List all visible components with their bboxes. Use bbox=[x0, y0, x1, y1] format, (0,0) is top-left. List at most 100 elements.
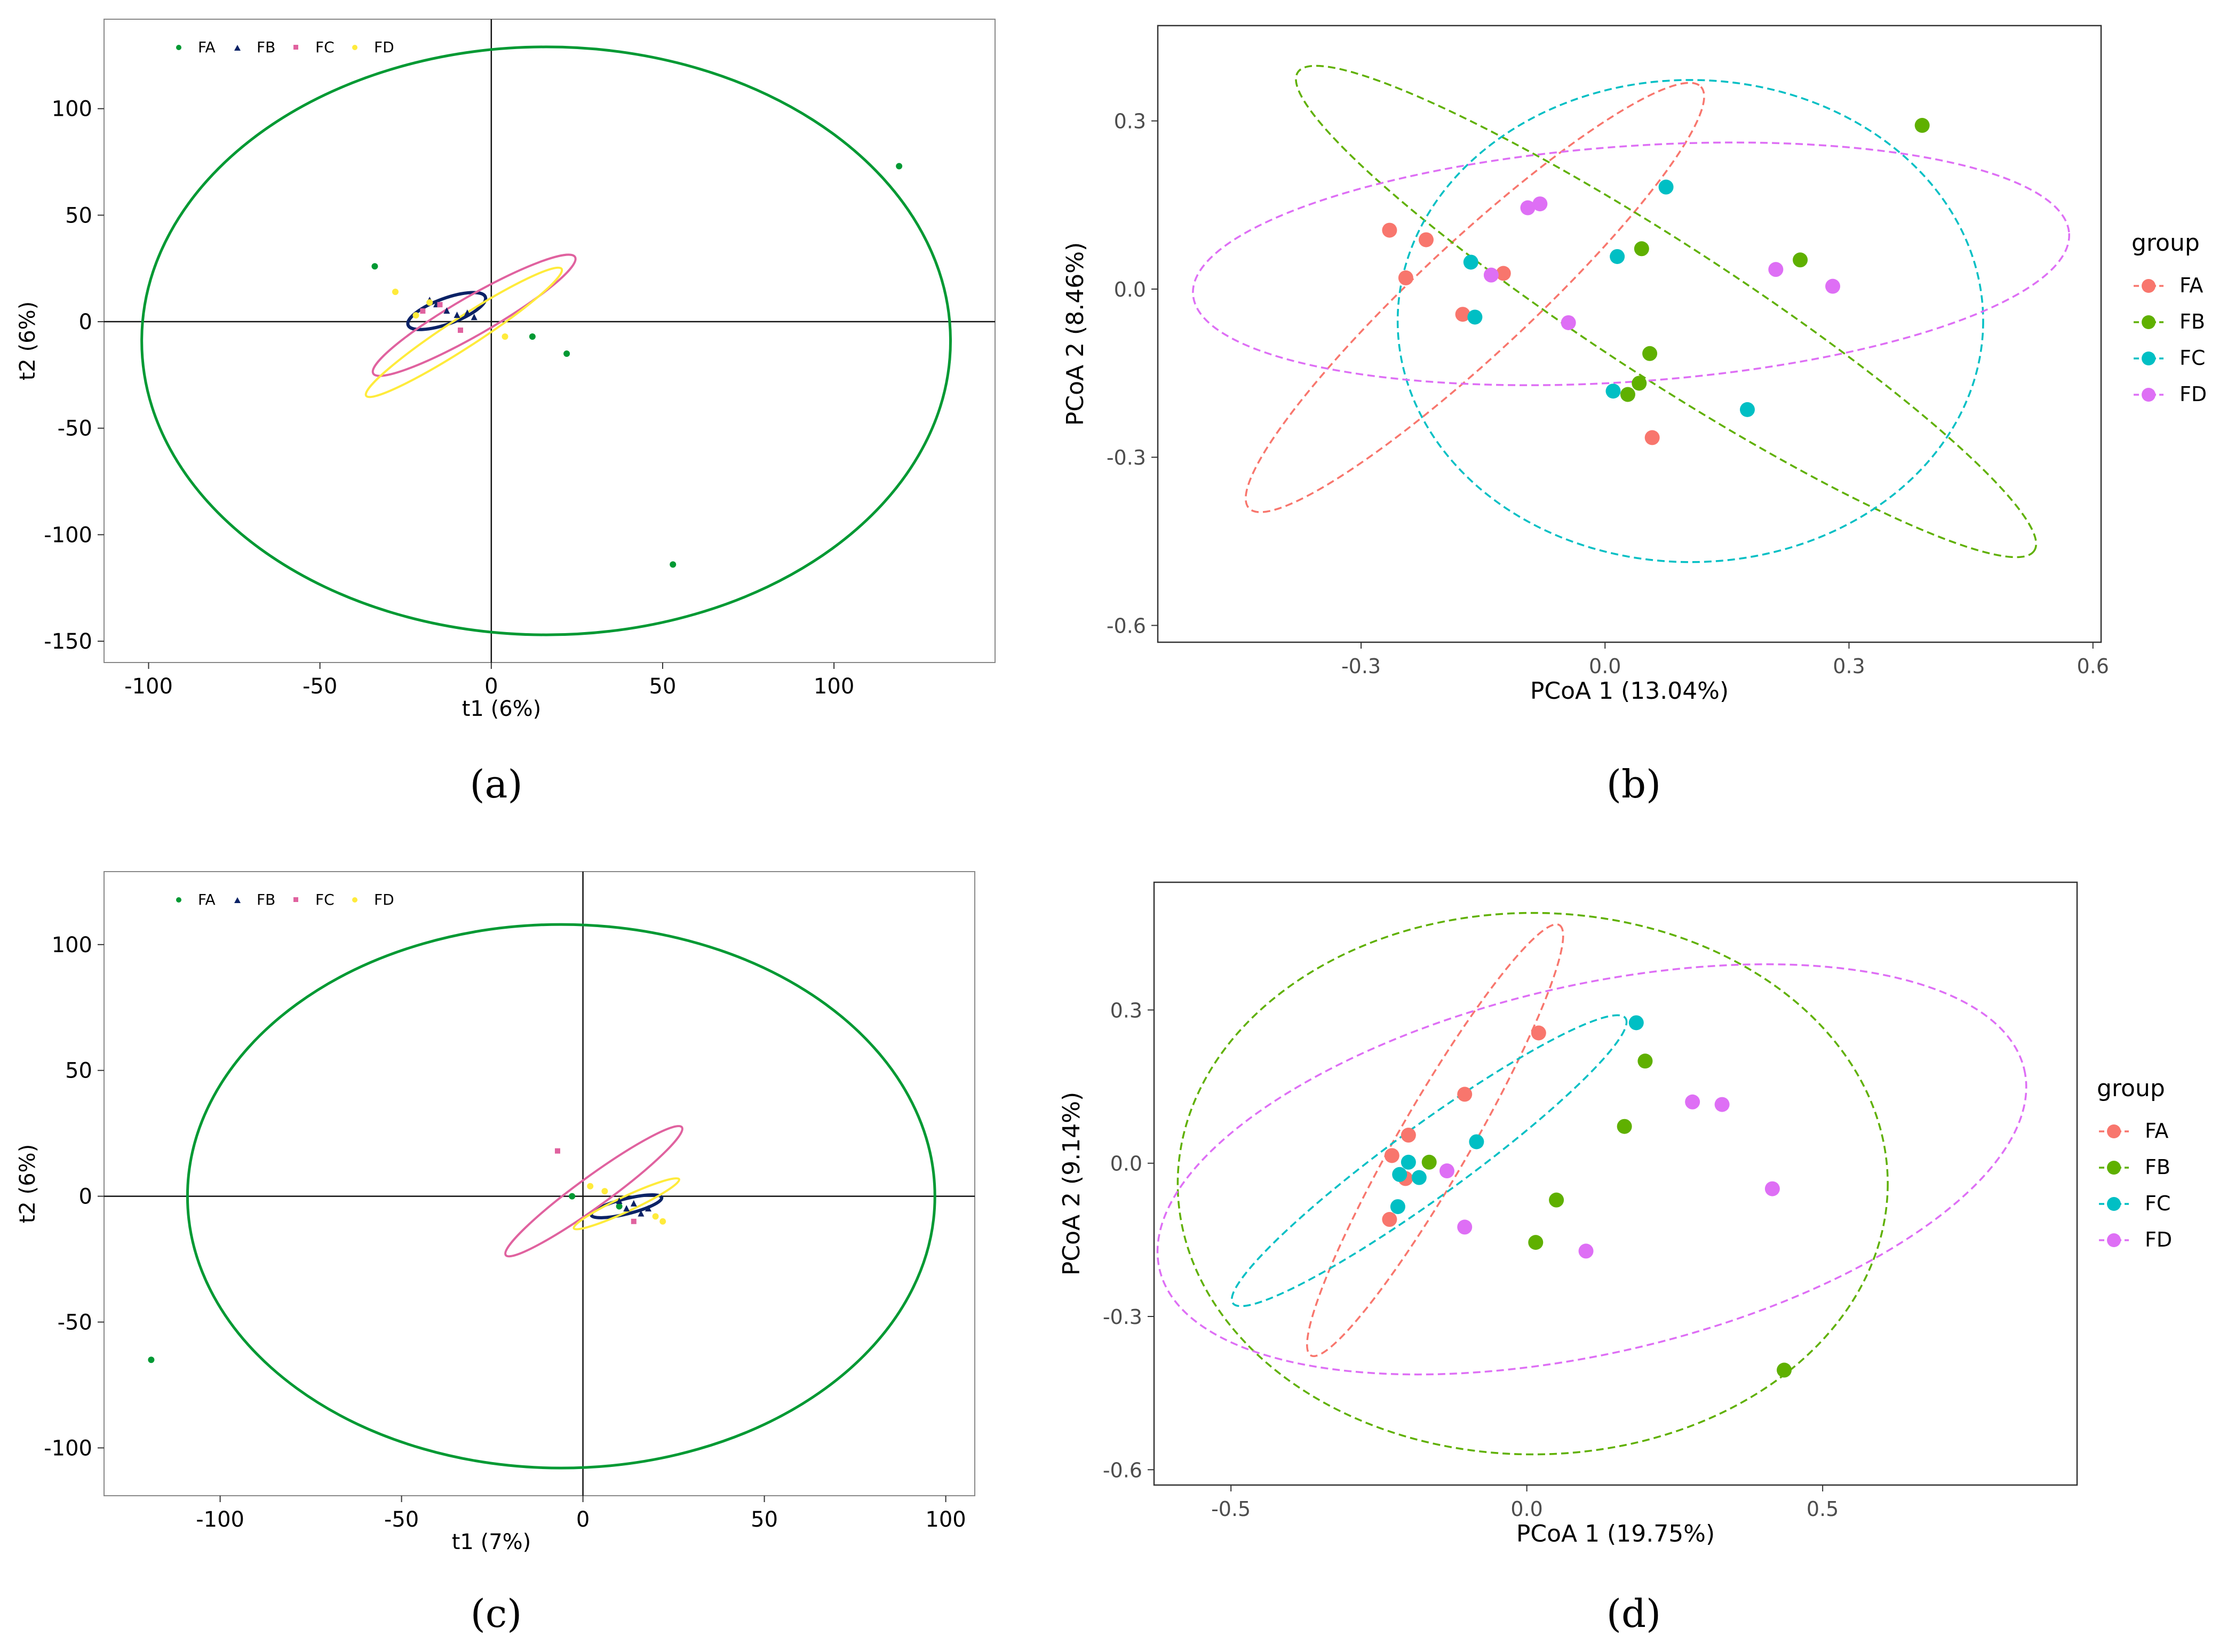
y-tick-label: -100 bbox=[44, 523, 92, 547]
data-point-fa bbox=[1644, 430, 1660, 445]
confidence-ellipse-fa bbox=[140, 45, 952, 636]
data-point-fc bbox=[1740, 402, 1755, 417]
x-tick-label: 0.6 bbox=[2077, 655, 2109, 678]
legend-entry-fa: FA bbox=[176, 38, 216, 56]
legend-entry-fd: FD bbox=[2099, 1228, 2172, 1251]
data-point-fb bbox=[1632, 376, 1647, 391]
legend-entry-fc: FC bbox=[2134, 346, 2205, 370]
legend-entry-fb: FB bbox=[2134, 310, 2205, 333]
legend-label: FD bbox=[2180, 382, 2207, 406]
x-tick-label: -100 bbox=[124, 674, 173, 699]
data-point-fb bbox=[471, 314, 478, 321]
confidence-ellipse-fc bbox=[1230, 1014, 1628, 1307]
data-point-fa bbox=[1455, 307, 1470, 322]
legend-label: FA bbox=[198, 891, 216, 908]
y-tick-label: 50 bbox=[65, 203, 92, 228]
legend-label: FB bbox=[2180, 310, 2205, 333]
data-point-fb bbox=[1421, 1154, 1437, 1170]
y-axis-label: PCoA 2 (9.14%) bbox=[1058, 1092, 1085, 1275]
data-point-fd bbox=[587, 1183, 594, 1190]
panel-a: -100 -50 0 50 100 -150 -100 -50 0 50 100 t1 (6%) t2 … bbox=[15, 19, 996, 807]
x-tick-label: 50 bbox=[751, 1507, 778, 1532]
legend-label: FC bbox=[2180, 346, 2205, 370]
legend-entry-fa: FA bbox=[176, 891, 216, 908]
data-point-fd bbox=[652, 1213, 659, 1220]
data-point-fa bbox=[569, 1193, 576, 1200]
data-point-fd bbox=[1685, 1094, 1700, 1110]
data-point-fc bbox=[555, 1148, 560, 1154]
x-tick-label: 0 bbox=[484, 674, 498, 699]
x-tick-label: -100 bbox=[196, 1507, 244, 1532]
x-tick-label: 0.3 bbox=[1833, 655, 1865, 678]
data-point-fd bbox=[1561, 315, 1576, 330]
y-tick-label: 0 bbox=[79, 310, 92, 334]
data-point-fc bbox=[1628, 1015, 1644, 1031]
legend-entry-fb: FB bbox=[2099, 1155, 2170, 1179]
x-tick-label: 0.5 bbox=[1807, 1497, 1839, 1521]
y-tick-label: -0.3 bbox=[1107, 446, 1146, 469]
y-tick-label: -0.6 bbox=[1107, 614, 1146, 637]
data-point-fb bbox=[1549, 1192, 1564, 1208]
data-point-fa bbox=[1398, 270, 1413, 285]
data-point-fd bbox=[1457, 1219, 1473, 1235]
data-point-fd bbox=[502, 333, 508, 340]
confidence-ellipse-fa bbox=[186, 923, 936, 1470]
data-point-fc bbox=[437, 302, 443, 308]
panel-d: -0.5 0.0 0.5 -0.6 -0.3 0.0 0.3 PCoA 1 (19.75%) P… bbox=[1058, 881, 2172, 1636]
data-point-fb bbox=[1617, 1119, 1632, 1134]
legend-marker bbox=[2142, 352, 2156, 365]
data-point-fa bbox=[616, 1203, 623, 1210]
y-tick-label: 0.0 bbox=[1114, 278, 1146, 301]
legend-marker bbox=[2107, 1197, 2121, 1211]
data-point-fb bbox=[616, 1198, 623, 1204]
data-point-fd bbox=[1768, 262, 1784, 277]
legend-marker bbox=[293, 45, 298, 50]
legend-marker bbox=[352, 45, 357, 50]
legend-title: group bbox=[2131, 229, 2200, 257]
y-tick-label: -150 bbox=[44, 629, 92, 654]
data-point-fb bbox=[1793, 252, 1808, 268]
legend-marker bbox=[2142, 388, 2156, 402]
data-point-fc bbox=[1411, 1170, 1427, 1185]
data-point-fb bbox=[443, 307, 450, 314]
confidence-ellipse-fb bbox=[1176, 912, 1889, 1456]
data-point-fd bbox=[1439, 1163, 1454, 1179]
legend-entry-fc: FC bbox=[2099, 1192, 2170, 1215]
data-point-fa bbox=[563, 350, 570, 357]
plot-frame bbox=[104, 19, 996, 663]
data-point-fb bbox=[630, 1200, 637, 1207]
y-tick-label: 0.0 bbox=[1110, 1152, 1142, 1176]
data-point-fd bbox=[426, 299, 433, 306]
legend-marker bbox=[2107, 1124, 2121, 1138]
confidence-ellipse-fb bbox=[590, 1193, 664, 1219]
data-point-fa bbox=[148, 1356, 155, 1363]
x-tick-label: 0.0 bbox=[1510, 1497, 1542, 1521]
legend-entry-fd: FD bbox=[352, 38, 394, 56]
data-point-fc bbox=[1467, 309, 1483, 325]
panel-caption: (b) bbox=[1606, 762, 1661, 807]
plot-frame bbox=[104, 871, 975, 1496]
y-axis-label: PCoA 2 (8.46%) bbox=[1062, 242, 1089, 426]
data-point-fb bbox=[623, 1205, 630, 1212]
data-point-fd bbox=[601, 1188, 608, 1195]
data-point-fa bbox=[1382, 222, 1397, 238]
panel-caption: (a) bbox=[470, 762, 522, 807]
data-point-fb bbox=[1642, 346, 1658, 361]
legend-entry-fa: FA bbox=[2134, 274, 2203, 297]
data-point-fc bbox=[1463, 254, 1478, 270]
data-point-fc bbox=[1469, 1134, 1484, 1150]
data-point-fa bbox=[1496, 266, 1511, 281]
data-point-fa bbox=[1401, 1128, 1416, 1143]
data-point-fa bbox=[371, 263, 378, 270]
legend-marker bbox=[176, 45, 181, 50]
data-point-fa bbox=[1384, 1148, 1399, 1163]
legend-marker bbox=[352, 897, 357, 903]
confidence-ellipse-fd bbox=[572, 1177, 680, 1231]
data-point-fb bbox=[1914, 118, 1930, 133]
x-tick-label: 100 bbox=[925, 1507, 966, 1532]
y-tick-label: -50 bbox=[58, 1310, 92, 1335]
legend-marker bbox=[176, 897, 181, 903]
confidence-ellipse-fd bbox=[364, 266, 563, 398]
legend-label: FB bbox=[2145, 1155, 2170, 1179]
